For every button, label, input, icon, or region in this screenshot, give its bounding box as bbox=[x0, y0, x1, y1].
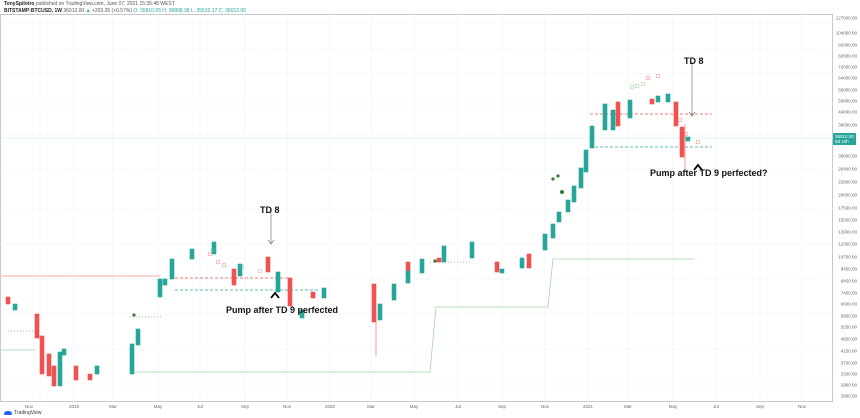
x-tick: Nov bbox=[24, 404, 34, 409]
last-price: 36012.00 bbox=[63, 8, 85, 14]
x-tick: Jul bbox=[197, 404, 203, 409]
y-tick: 5850.00 bbox=[840, 313, 857, 319]
y-tick: 92000.00 bbox=[838, 42, 857, 48]
y-tick: 20000.00 bbox=[838, 192, 857, 198]
tradingview-logo-icon bbox=[4, 411, 12, 415]
y-tick: 22800.00 bbox=[838, 179, 857, 185]
last-price-tag: 36012.00 5d 10h bbox=[833, 133, 856, 145]
x-tick: Mar bbox=[624, 404, 632, 409]
y-tick: 4650.00 bbox=[840, 336, 857, 342]
publisher-name[interactable]: TonySpilotro bbox=[4, 1, 35, 7]
x-tick: Jul bbox=[713, 404, 719, 409]
annotation-td8-2021: TD 8 bbox=[684, 56, 704, 66]
y-tick: 64000.00 bbox=[838, 75, 857, 81]
annotation-pump-2019: Pump after TD 9 perfected bbox=[226, 305, 339, 315]
y-tick: 8450.00 bbox=[840, 278, 857, 284]
y-tick: 9450.00 bbox=[840, 266, 857, 272]
y-tick: 82000.00 bbox=[838, 53, 857, 59]
x-tick: Sep bbox=[240, 404, 250, 409]
y-tick: 127000.00 bbox=[835, 15, 857, 21]
y-tick: 12300.00 bbox=[838, 241, 857, 247]
y-tick: 13900.00 bbox=[838, 229, 857, 235]
y-tick: 5250.00 bbox=[840, 324, 857, 330]
y-tick: 26400.00 bbox=[838, 166, 857, 172]
annotation-td8-2019: TD 8 bbox=[260, 205, 280, 215]
up-arrow-icon: ▲ bbox=[85, 8, 91, 14]
close-value: C: 36012.00 bbox=[218, 8, 246, 14]
x-tick: Mar bbox=[367, 404, 375, 409]
price-change: +203.35 (+0.57%) bbox=[91, 8, 132, 14]
y-tick: 17500.00 bbox=[838, 205, 857, 211]
y-tick: 4150.00 bbox=[840, 348, 857, 354]
y-tick: 10700.00 bbox=[838, 254, 857, 260]
low-value: L: 35532.17 bbox=[190, 8, 218, 14]
high-value: H: 36808.38 bbox=[162, 8, 190, 14]
open-value: O: 35810.65 bbox=[133, 8, 161, 14]
x-tick: Jul bbox=[455, 404, 461, 409]
y-tick: 3700.00 bbox=[840, 360, 857, 366]
price-tag-value: 36012.00 bbox=[835, 134, 854, 139]
brand-label: TradingView bbox=[14, 410, 42, 416]
x-tick: Sep bbox=[755, 404, 765, 409]
x-tick: 2021 bbox=[582, 404, 594, 409]
published-text: published on TradingView.com, June 07, 2… bbox=[35, 1, 175, 7]
x-tick: Nov bbox=[540, 404, 550, 409]
candlestick-chart bbox=[0, 14, 833, 402]
price-tag-countdown: 5d 10h bbox=[835, 139, 849, 144]
x-tick: May bbox=[409, 404, 419, 409]
tradingview-branding[interactable]: TradingView bbox=[4, 410, 42, 416]
x-tick: 2019 bbox=[68, 404, 80, 409]
y-tick: 3300.00 bbox=[840, 371, 857, 377]
symbol-label[interactable]: BITSTAMP:BTCUSD, 1W bbox=[4, 8, 62, 14]
x-tick: May bbox=[153, 404, 163, 409]
y-tick: 104000.00 bbox=[835, 30, 857, 36]
y-tick: 7450.00 bbox=[840, 290, 857, 296]
y-tick: 2660.00 bbox=[840, 393, 857, 399]
price-axis[interactable]: 127000.00 104000.00 92000.00 82000.00 72… bbox=[833, 14, 860, 402]
x-tick: Mar bbox=[109, 404, 117, 409]
y-tick: 50000.00 bbox=[838, 98, 857, 104]
y-tick: 30000.00 bbox=[838, 153, 857, 159]
time-axis[interactable]: Nov 2019 Mar May Jul Sep Nov 2020 Mar Ma… bbox=[0, 402, 833, 412]
y-tick: 56000.00 bbox=[838, 87, 857, 93]
x-tick: Nov bbox=[797, 404, 807, 409]
x-tick: May bbox=[668, 404, 678, 409]
y-tick: 15500.00 bbox=[838, 217, 857, 223]
y-tick: 6600.00 bbox=[840, 301, 857, 307]
x-tick: 2020 bbox=[324, 404, 336, 409]
annotation-pump-2021: Pump after TD 9 perfected? bbox=[650, 168, 768, 178]
y-tick: 38000.00 bbox=[838, 122, 857, 128]
x-tick: Sep bbox=[497, 404, 507, 409]
chart-header: TonySpilotro published on TradingView.co… bbox=[4, 1, 246, 15]
chart-plot-area[interactable] bbox=[0, 14, 833, 402]
y-tick: 2960.00 bbox=[840, 382, 857, 388]
y-tick: 44000.00 bbox=[838, 109, 857, 115]
y-tick: 72000.00 bbox=[838, 64, 857, 70]
x-tick: Nov bbox=[282, 404, 292, 409]
